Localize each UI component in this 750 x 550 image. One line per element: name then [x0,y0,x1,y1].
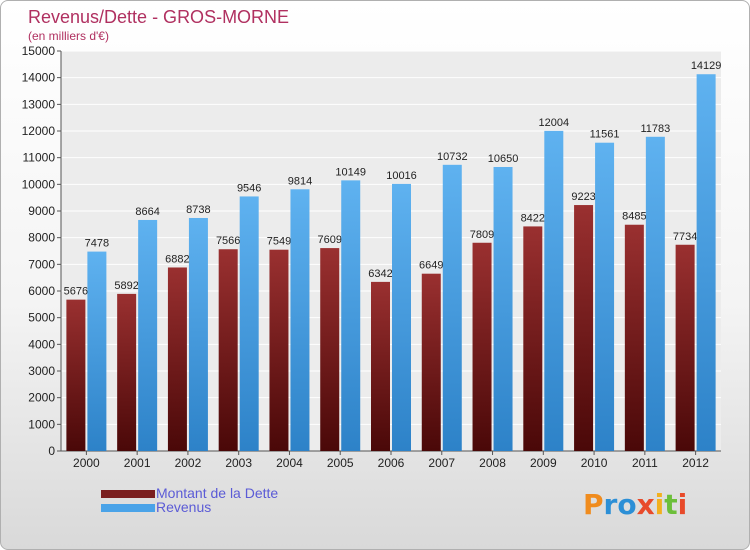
bar-revenus [138,219,158,451]
x-tick-label: 2004 [276,456,303,470]
proxiti-logo: Proxiti [583,489,687,521]
bar-revenus [341,180,361,452]
y-tick-label: 3000 [28,364,55,378]
x-tick-label: 2008 [479,456,506,470]
x-tick-label: 2006 [378,456,405,470]
logo-letter: t [664,488,678,521]
data-label-revenus: 9814 [288,175,312,187]
data-label-dette: 9223 [571,191,595,203]
data-label-revenus: 8738 [186,204,210,216]
x-tick-label: 2000 [73,456,100,470]
data-label-dette: 7566 [216,235,240,247]
y-tick-label: 2000 [28,391,55,405]
x-tick-label: 2011 [632,456,658,470]
logo-letter: x [636,488,655,521]
legend-swatch-revenus [101,504,155,512]
bar-dette [574,205,594,451]
bar-revenus [392,183,411,451]
data-label-dette: 5676 [64,286,88,298]
data-label-revenus: 14129 [691,60,722,72]
logo-letter: i [677,488,688,521]
logo-letter: P [583,488,604,521]
bar-revenus [87,251,107,451]
legend-swatch-dette [101,490,155,498]
bar-revenus [188,217,208,451]
data-label-revenus: 7478 [85,238,109,250]
data-label-revenus: 10016 [386,170,417,182]
data-label-dette: 7609 [317,234,341,246]
data-label-revenus: 10650 [488,153,519,165]
x-tick-label: 2005 [327,456,354,470]
y-tick-label: 11000 [23,151,56,165]
bar-dette [66,299,86,451]
bar-revenus [696,74,716,451]
x-tick-label: 2007 [428,456,455,470]
bar-dette [472,242,492,451]
y-tick-label: 4000 [28,337,55,351]
data-label-dette: 6649 [419,260,443,272]
bar-revenus [645,136,665,451]
bar-revenus [290,189,310,451]
y-tick-label: 9000 [28,204,55,218]
bar-dette [523,226,543,451]
bar-revenus [239,196,259,451]
data-label-dette: 7734 [673,231,697,243]
y-tick-label: 6000 [28,284,55,298]
x-tick-label: 2012 [682,456,709,470]
bar-dette [421,273,441,451]
y-tick-label: 8000 [28,231,55,245]
logo-letter: o [617,488,637,521]
data-label-revenus: 12004 [539,117,570,129]
data-label-dette: 6882 [165,253,189,265]
y-tick-label: 15000 [22,44,56,58]
data-label-revenus: 10149 [335,166,366,178]
bar-dette [117,293,137,451]
x-tick-label: 2010 [581,456,608,470]
bar-dette [167,267,187,451]
data-label-dette: 7549 [267,236,291,248]
x-tick-label: 2002 [175,456,202,470]
bar-revenus [493,167,513,451]
bar-revenus [442,164,462,451]
y-tick-label: 5000 [28,311,55,325]
y-tick-label: 14000 [22,71,56,85]
bar-dette [675,244,695,451]
bar-dette [218,249,238,451]
y-tick-label: 10000 [22,177,56,191]
data-label-dette: 6342 [368,268,392,280]
bar-dette [269,249,289,451]
bar-dette [320,248,340,451]
y-tick-label: 7000 [28,257,55,271]
data-label-revenus: 11561 [590,129,620,141]
data-label-revenus: 11783 [640,123,670,135]
legend-label-revenus: Revenus [156,499,212,515]
y-tick-label: 1000 [28,417,55,431]
chart-title: Revenus/Dette - GROS-MORNE [28,7,290,27]
logo-letter: i [654,488,665,521]
data-label-dette: 8422 [521,212,545,224]
bar-revenus [544,130,564,452]
data-label-revenus: 10732 [437,151,468,163]
data-label-revenus: 9546 [237,182,261,194]
x-tick-label: 2001 [124,456,151,470]
plot-area [61,51,721,451]
bar-dette [624,224,644,451]
data-label-dette: 5892 [114,280,138,292]
chart-subtitle: (en milliers d'€) [28,29,109,43]
logo-letter: r [603,488,618,521]
data-label-dette: 7809 [470,229,494,241]
bar-revenus [595,142,615,451]
bar-chart: 0 1000 2000 3000 4000 5000 6000 7000 8000 9000 100… [22,44,722,470]
data-label-revenus: 8664 [135,206,159,218]
x-tick-label: 2009 [530,456,557,470]
y-tick-label: 13000 [22,97,56,111]
y-tick-label: 0 [48,444,55,458]
data-label-dette: 8485 [622,211,646,223]
y-tick-label: 12000 [22,124,56,138]
bar-dette [371,281,390,451]
legend-label-dette: Montant de la Dette [156,485,279,501]
x-tick-label: 2003 [225,456,252,470]
